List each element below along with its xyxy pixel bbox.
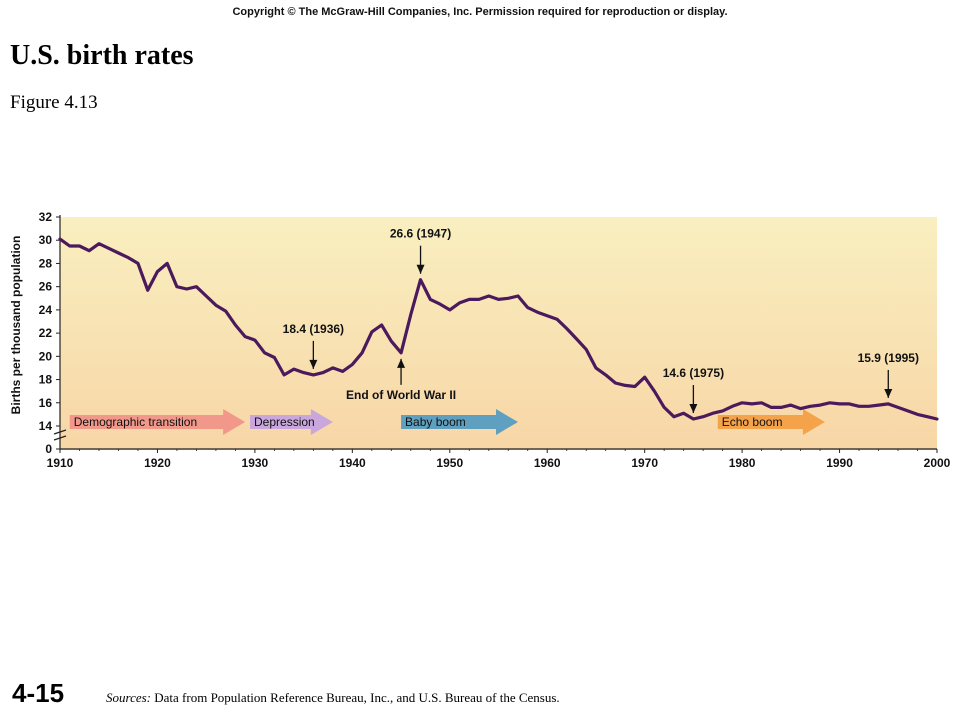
band-label: Echo boom — [722, 415, 783, 429]
y-tick-label: 24 — [39, 303, 53, 317]
birth-rate-chart: Demographic transition Depression Baby boo… — [9, 210, 951, 470]
band-label: Demographic transition — [74, 415, 197, 429]
y-tick-label: 20 — [39, 349, 53, 363]
x-tick-label: 1960 — [534, 456, 561, 470]
x-tick-label: 1970 — [631, 456, 658, 470]
annotation-arrowhead — [309, 359, 318, 369]
y-tick-label: 18 — [39, 373, 53, 387]
y-tick-label: 0 — [45, 442, 52, 456]
y-axis-label: Births per thousand population — [9, 236, 23, 415]
band-arrow — [401, 409, 518, 435]
slide-number: 4-15 — [12, 678, 65, 708]
y-tick-label: 22 — [39, 326, 53, 340]
annotation-label: End of World War II — [346, 388, 456, 402]
annotation-label: 26.6 (1947) — [390, 227, 451, 241]
y-tick-label: 26 — [39, 280, 53, 294]
period-bands: Demographic transition Depression Baby boo… — [69, 409, 825, 435]
x-tick-label: 1940 — [339, 456, 366, 470]
band-arrow — [717, 409, 825, 435]
x-tick-label: 1910 — [47, 456, 74, 470]
annotation-label: 14.6 (1975) — [663, 366, 724, 380]
band-label: Depression — [254, 415, 315, 429]
sources-text: Data from Population Reference Bureau, I… — [154, 690, 560, 705]
figure-label: Figure 4.13 — [10, 92, 98, 113]
y-tick-label: 32 — [39, 210, 53, 224]
annotation-arrowhead — [689, 404, 698, 414]
annotation-arrowhead — [397, 358, 406, 368]
y-tick-label: 30 — [39, 233, 53, 247]
annotation-arrowhead — [416, 264, 425, 274]
annotation-label: 18.4 (1936) — [283, 322, 344, 336]
birth-rate-series — [58, 237, 939, 421]
sources-label: Sources: — [106, 690, 152, 705]
annotation-label: 15.9 (1995) — [858, 351, 919, 365]
y-tick-label: 16 — [39, 396, 53, 410]
band-arrow — [250, 409, 333, 435]
axis-break-mark — [53, 429, 67, 435]
x-tick-label: 1920 — [144, 456, 171, 470]
slide-title: U.S. birth rates — [10, 40, 194, 71]
x-tick-label: 1990 — [826, 456, 853, 470]
band-label: Baby boom — [405, 415, 466, 429]
annotation-arrowhead — [884, 388, 893, 398]
y-tick-label: 28 — [39, 256, 53, 270]
band-arrow — [69, 409, 246, 435]
copyright-notice: Copyright © The McGraw-Hill Companies, I… — [232, 6, 728, 18]
x-tick-label: 1950 — [436, 456, 463, 470]
annotations: 26.6 (1947) 18.4 (1936) End of World War I… — [283, 227, 919, 414]
x-tick-label: 1980 — [729, 456, 756, 470]
axis-break-mark — [53, 435, 67, 441]
series-line — [58, 237, 939, 421]
x-tick-label: 2000 — [924, 456, 951, 470]
sources-note: Sources: Data from Population Reference … — [106, 690, 560, 706]
axes: 0 14 16 18 20 22 24 26 28 30 32 1910 1920 1930 1940 195… — [39, 210, 951, 470]
y-tick-label: 14 — [39, 419, 53, 433]
x-tick-label: 1930 — [242, 456, 269, 470]
